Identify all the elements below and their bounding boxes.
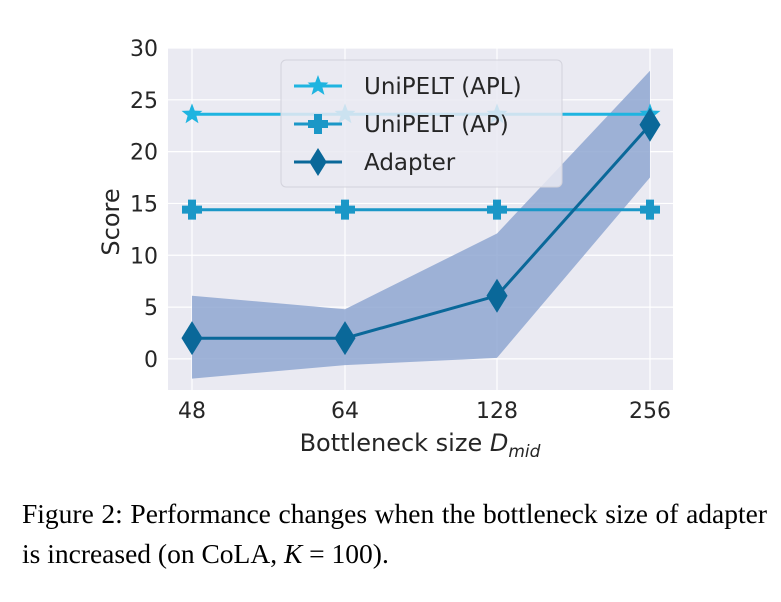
x-axis-label-main: Bottleneck size — [300, 429, 490, 457]
x-tick-label: 48 — [178, 399, 206, 424]
y-tick-label: 15 — [130, 192, 158, 217]
legend-label: Adapter — [364, 150, 456, 176]
legend: UniPELT (APL) UniPELT (AP) Adapter — [280, 59, 563, 188]
y-tick-labels: 0 5 10 15 20 25 30 — [130, 37, 158, 373]
diamond-marker — [486, 278, 508, 313]
x-axis-label: Bottleneck size Dmid — [300, 429, 541, 462]
y-tick-label: 30 — [130, 37, 158, 62]
diamond-marker — [334, 321, 356, 356]
adapter-std-band — [192, 70, 650, 379]
star-marker — [307, 75, 329, 95]
legend-box — [280, 59, 563, 188]
y-axis-label: Score — [97, 188, 125, 255]
series-adapter — [181, 107, 661, 356]
chart: 0 5 10 15 20 25 30 48 64 128 256 Score Bottleneck… — [97, 37, 673, 462]
x-tick-label: 256 — [629, 399, 671, 424]
caption-text-2: = 100). — [302, 538, 389, 569]
x-axis-label-symbol: D — [490, 429, 508, 457]
diamond-marker — [639, 107, 661, 142]
x-axis-label-subscript: mid — [508, 442, 540, 462]
legend-item: UniPELT (AP) — [294, 112, 509, 138]
figure-caption: Figure 2: Performance changes when the b… — [22, 494, 767, 574]
plus-marker — [487, 199, 507, 220]
y-tick-label: 0 — [144, 348, 158, 373]
legend-label: UniPELT (APL) — [364, 74, 522, 100]
y-tick-label: 25 — [130, 89, 158, 114]
y-tick-label: 5 — [144, 296, 158, 321]
plus-marker — [640, 199, 660, 220]
y-tick-label: 20 — [130, 141, 158, 166]
legend-item: UniPELT (APL) — [294, 74, 522, 100]
plus-marker — [182, 199, 202, 220]
star-marker — [181, 103, 203, 124]
diamond-marker — [181, 321, 203, 356]
plus-marker — [335, 199, 355, 220]
caption-text-1: Figure 2: Performance changes when the b… — [22, 498, 767, 569]
x-tick-label: 128 — [476, 399, 518, 424]
y-tick-label: 10 — [130, 244, 158, 269]
legend-item: Adapter — [294, 148, 456, 176]
x-tick-label: 64 — [331, 399, 359, 424]
series-line — [192, 123, 652, 340]
x-tick-labels: 48 64 128 256 — [178, 399, 671, 424]
diamond-marker — [309, 148, 327, 176]
plus-marker — [308, 114, 328, 134]
caption-math-k: K — [283, 538, 303, 569]
confidence-band-layer — [192, 70, 650, 379]
legend-label: UniPELT (AP) — [364, 112, 509, 138]
